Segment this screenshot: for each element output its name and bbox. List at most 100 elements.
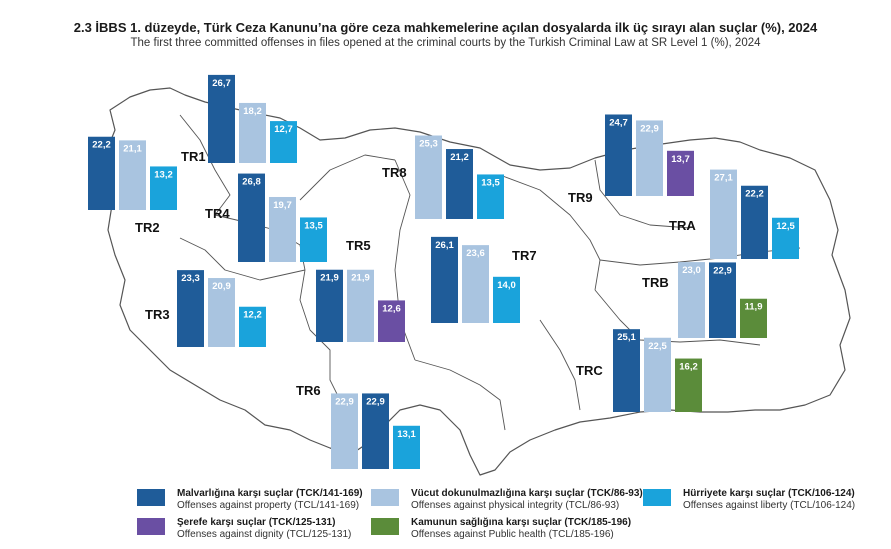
bar-tr1-liberty xyxy=(270,121,297,163)
bar-value-label: 14,0 xyxy=(497,280,516,291)
bar-value-label: 23,3 xyxy=(181,273,200,284)
bar-tr7-property xyxy=(431,236,458,323)
border-tr9-tra xyxy=(594,159,691,229)
bar-value-label: 22,5 xyxy=(648,341,667,352)
bar-value-label: 12,6 xyxy=(382,303,401,314)
bar-trb-health xyxy=(740,298,767,338)
border-tr1-tr2 xyxy=(179,114,231,216)
region-bars-tr3: 23,3 20,9 12,2 xyxy=(177,270,266,347)
region-bars-tr5: 21,9 21,9 12,6 xyxy=(316,269,405,342)
region-label-tr1: TR1 xyxy=(181,149,206,164)
bar-value-label: 25,3 xyxy=(419,139,438,150)
region-label-tr8: TR8 xyxy=(382,165,407,180)
bar-value-label: 22,9 xyxy=(335,396,354,407)
bar-tr1-property xyxy=(208,74,235,163)
region-label-trb: TRB xyxy=(642,275,669,290)
bar-layer: 26,7 18,2 12,7 22,2 21,1 13,2 23,3 20,9 12,2 26,8… xyxy=(88,74,799,469)
border-tr8-tr7 xyxy=(499,174,601,291)
bar-tr3-liberty xyxy=(239,306,266,347)
bar-value-label: 22,9 xyxy=(713,265,732,276)
legend-text: Vücut dokunulmazlığına karşı suçlar (TCK… xyxy=(411,488,643,512)
legend-text: Malvarlığına karşı suçlar (TCK/141-169) O… xyxy=(177,488,363,512)
bar-tr4-property xyxy=(238,173,265,262)
bar-tr6-liberty xyxy=(393,425,420,469)
bar-tr9-physical xyxy=(636,120,663,196)
legend-swatch xyxy=(371,518,399,535)
legend-label-en: Offenses against dignity (TCL/125-131) xyxy=(177,529,352,540)
bar-trc-physical xyxy=(644,337,671,412)
legend-label-en: Offenses against physical integrity (TCL… xyxy=(411,500,620,511)
bar-trc-health xyxy=(675,358,702,412)
legend-swatch xyxy=(371,489,399,506)
bar-value-label: 21,1 xyxy=(123,143,142,154)
legend-text: Şerefe karşı suçlar (TCK/125-131) Offense… xyxy=(177,517,351,541)
bar-value-label: 13,5 xyxy=(304,220,323,231)
bar-value-label: 22,9 xyxy=(640,123,659,134)
bar-tr3-property xyxy=(177,270,204,347)
bar-tr8-property xyxy=(446,149,473,219)
bar-tr5-property xyxy=(316,269,343,342)
bar-value-label: 13,2 xyxy=(154,169,173,180)
legend-swatch xyxy=(137,489,165,506)
bar-value-label: 12,7 xyxy=(274,124,293,135)
bar-tr4-physical xyxy=(269,196,296,262)
bar-value-label: 21,9 xyxy=(320,273,339,284)
bar-trc-property xyxy=(613,329,640,412)
legend-label-tr: Şerefe karşı suçlar (TCK/125-131) xyxy=(177,517,336,528)
region-label-tr2: TR2 xyxy=(135,220,160,235)
bar-value-label: 26,1 xyxy=(435,240,454,251)
bar-tr8-liberty xyxy=(477,174,504,219)
bar-value-label: 20,9 xyxy=(212,281,231,292)
bar-tr9-dignity xyxy=(667,150,694,196)
region-label-tr4: TR4 xyxy=(205,206,230,221)
bar-value-label: 18,2 xyxy=(243,106,262,117)
region-label-tr3: TR3 xyxy=(145,307,170,322)
bar-tr5-dignity xyxy=(378,300,405,342)
bar-tr7-liberty xyxy=(493,276,520,323)
legend-label-tr: Vücut dokunulmazlığına karşı suçlar (TCK… xyxy=(411,488,643,499)
bar-value-label: 13,7 xyxy=(671,154,690,165)
bar-tr7-physical xyxy=(462,245,489,323)
bar-tr4-liberty xyxy=(300,217,327,262)
bar-tr2-liberty xyxy=(150,166,177,210)
region-bars-tr6: 22,9 22,9 13,1 xyxy=(331,393,420,469)
bar-value-label: 12,5 xyxy=(776,221,795,232)
bar-value-label: 11,9 xyxy=(745,302,763,313)
region-label-layer: TR1 TR2 TR3 TR4 TR5 TR6 TR7 TR8 TR9 TRA TRB TRC xyxy=(135,149,696,398)
bar-value-label: 24,7 xyxy=(609,117,628,128)
bar-value-label: 26,7 xyxy=(212,78,231,89)
bar-value-label: 22,2 xyxy=(745,189,764,200)
bar-tr6-property xyxy=(362,393,389,469)
bar-value-label: 23,0 xyxy=(682,265,701,276)
border-tr7-trc xyxy=(539,319,581,411)
border-tr4-tr8 xyxy=(299,154,396,201)
legend-swatch xyxy=(643,489,671,506)
bar-tra-property xyxy=(741,185,768,259)
bar-trb-physical xyxy=(678,262,705,338)
bar-tr1-physical xyxy=(239,102,266,163)
region-label-tra: TRA xyxy=(669,218,696,233)
bar-value-label: 21,9 xyxy=(351,273,370,284)
legend-swatch xyxy=(137,518,165,535)
bar-tr8-physical xyxy=(415,135,442,219)
region-label-tr7: TR7 xyxy=(512,248,537,263)
bar-tr2-physical xyxy=(119,140,146,210)
bar-value-label: 12,2 xyxy=(243,310,262,321)
region-bars-tr7: 26,1 23,6 14,0 xyxy=(431,236,520,323)
region-label-tr6: TR6 xyxy=(296,383,321,398)
bar-value-label: 23,6 xyxy=(466,248,485,259)
region-label-tr9: TR9 xyxy=(568,190,593,205)
legend-label-en: Offenses against liberty (TCL/106-124) xyxy=(683,500,856,511)
bar-trb-property xyxy=(709,262,736,338)
bar-tr3-physical xyxy=(208,278,235,347)
bar-tra-physical xyxy=(710,169,737,259)
chart-title: 2.3 İBBS 1. düzeyde, Türk Ceza Kanunu’na… xyxy=(73,20,818,35)
region-label-trc: TRC xyxy=(576,363,603,378)
region-bars-trc: 25,1 22,5 16,2 xyxy=(613,329,702,412)
bar-value-label: 22,2 xyxy=(92,140,111,151)
bar-value-label: 21,2 xyxy=(450,152,469,163)
bar-tra-liberty xyxy=(772,217,799,259)
region-bars-tra: 27,1 22,2 12,5 xyxy=(710,169,799,259)
bar-value-label: 26,8 xyxy=(242,177,261,188)
border-tr6-tr7 xyxy=(414,359,506,431)
